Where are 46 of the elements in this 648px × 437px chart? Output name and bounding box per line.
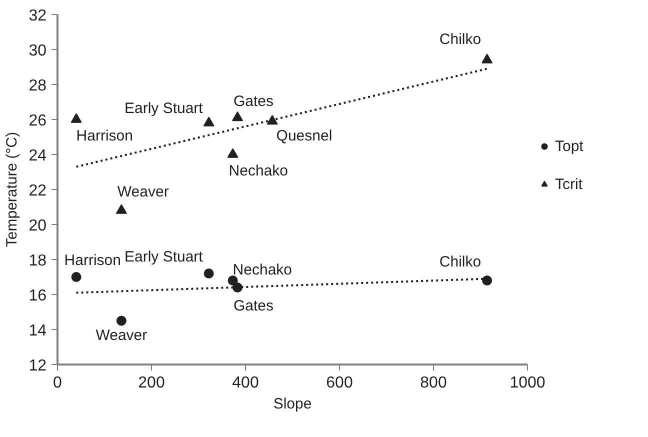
point xyxy=(482,54,493,64)
y-tick-label: 26 xyxy=(28,112,47,130)
x-tick-label: 800 xyxy=(420,374,447,392)
y-tick-label: 24 xyxy=(28,148,47,164)
annotation: Harrison xyxy=(76,128,133,144)
point xyxy=(203,116,214,126)
x-tick-label: 200 xyxy=(138,374,165,392)
annotation: Early Stuart xyxy=(124,100,204,117)
annotation: Quesnel xyxy=(276,127,332,144)
x-tick-label: 400 xyxy=(232,374,259,392)
legend-label: Tcrit xyxy=(555,176,582,192)
annotation: Gates xyxy=(234,92,274,110)
legend-label: Topt xyxy=(555,138,584,154)
point xyxy=(116,204,127,214)
x-axis-title: Slope xyxy=(273,396,312,412)
y-axis-title: Temperature (°C) xyxy=(4,132,21,248)
point xyxy=(266,114,278,125)
annotation: Chilko xyxy=(439,31,482,48)
annotation: Chilko xyxy=(439,254,482,270)
y-tick-label: 12 xyxy=(28,358,47,374)
y-tick-label: 30 xyxy=(28,42,47,60)
y-tick-label: 16 xyxy=(28,288,47,304)
y-tick-label: 32 xyxy=(28,8,47,24)
annotation: Nechako xyxy=(232,262,292,278)
point xyxy=(232,111,244,122)
x-tick-label: 1000 xyxy=(510,374,546,392)
x-tick-label: 0 xyxy=(53,374,62,392)
annotation: Nechako xyxy=(228,162,288,180)
annotation: Harrison xyxy=(64,252,121,269)
point xyxy=(71,272,82,282)
point xyxy=(482,276,492,286)
point xyxy=(227,148,238,158)
annotation: Gates xyxy=(234,298,274,314)
y-tick-label: 18 xyxy=(28,252,47,270)
point xyxy=(70,113,82,123)
point xyxy=(204,268,214,278)
y-tick-label: 22 xyxy=(28,182,47,200)
point xyxy=(116,316,126,326)
annotation: Weaver xyxy=(96,326,148,344)
y-tick-label: 28 xyxy=(28,78,47,94)
y-tick-label: 14 xyxy=(28,322,47,340)
x-tick-label: 600 xyxy=(326,374,353,392)
annotation: Weaver xyxy=(117,184,169,200)
annotation: Early Stuart xyxy=(124,248,204,266)
y-tick-label: 20 xyxy=(28,218,47,234)
point xyxy=(228,276,238,286)
